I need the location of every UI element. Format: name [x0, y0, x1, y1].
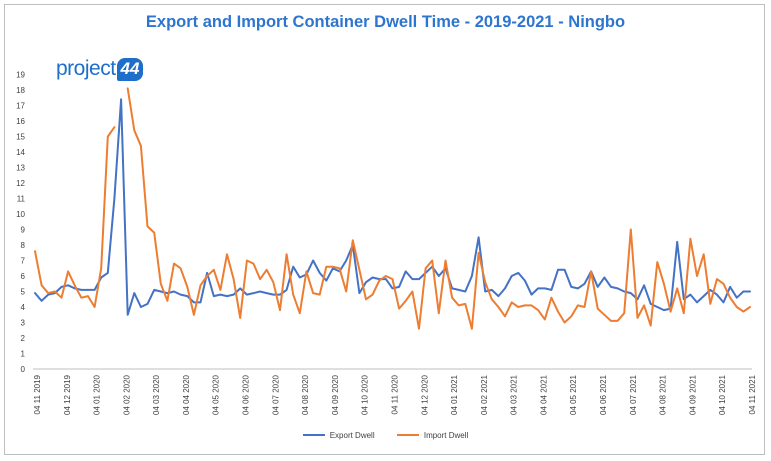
y-tick-label: 13 — [16, 164, 25, 173]
x-tick-label: 04 02 2020 — [122, 374, 131, 415]
y-tick-label: 4 — [21, 303, 26, 312]
y-tick-label: 2 — [21, 334, 26, 343]
x-tick-label: 04 10 2021 — [718, 374, 727, 415]
x-tick-label: 04 11 2020 — [390, 374, 399, 414]
series-line-import-dwell — [34, 87, 751, 330]
x-tick-label: 04 09 2021 — [688, 374, 697, 415]
x-tick-label: 04 07 2021 — [629, 374, 638, 415]
y-tick-label: 8 — [21, 241, 26, 250]
x-tick-label: 04 06 2020 — [242, 374, 251, 415]
y-tick-label: 15 — [16, 133, 25, 142]
legend-swatch-export — [302, 434, 325, 436]
y-tick-label: 18 — [16, 86, 25, 95]
x-tick-label: 04 01 2021 — [450, 374, 459, 415]
y-tick-label: 10 — [16, 210, 25, 219]
legend-item-import: Import Dwell — [396, 430, 469, 440]
project44-logo: project 44 — [56, 54, 144, 84]
y-tick-label: 9 — [21, 226, 26, 235]
x-tick-label: 04 10 2020 — [361, 374, 370, 415]
y-tick-label: 1 — [21, 350, 26, 359]
y-tick-label: 7 — [21, 257, 26, 266]
y-tick-label: 12 — [16, 179, 25, 188]
x-tick-label: 04 05 2021 — [569, 374, 578, 415]
x-tick-label: 04 03 2020 — [152, 374, 161, 415]
legend-label-export: Export Dwell — [329, 430, 375, 440]
logo-badge: 44 — [116, 57, 144, 81]
chart-title: Export and Import Container Dwell Time -… — [145, 13, 626, 31]
x-tick-label: 04 12 2019 — [63, 374, 72, 415]
x-tick-label: 04 04 2020 — [182, 374, 191, 415]
x-tick-label: 04 09 2020 — [331, 374, 340, 415]
x-tick-label: 04 03 2021 — [510, 374, 519, 415]
x-tick-label: 04 12 2020 — [420, 374, 429, 415]
series-line-export-dwell — [34, 98, 751, 316]
y-tick-label: 5 — [21, 288, 26, 297]
x-tick-label: 04 08 2021 — [659, 374, 668, 415]
y-tick-label: 14 — [16, 148, 25, 157]
x-tick-label: 04 04 2021 — [539, 374, 548, 415]
y-tick-label: 16 — [16, 117, 25, 126]
legend-swatch-import — [396, 434, 419, 436]
y-tick-label: 11 — [17, 195, 26, 204]
x-tick-label: 04 08 2020 — [301, 374, 310, 415]
x-tick-label: 04 05 2020 — [212, 374, 221, 415]
y-tick-label: 6 — [21, 272, 26, 281]
y-tick-label: 19 — [16, 71, 25, 80]
y-tick-label: 17 — [16, 102, 25, 111]
x-tick-label: 04 02 2021 — [480, 374, 489, 415]
legend-item-export: Export Dwell — [302, 430, 375, 440]
logo-text: project — [56, 57, 116, 80]
x-tick-label: 04 07 2020 — [271, 374, 280, 415]
chart-legend: Export Dwell Import Dwell — [0, 429, 771, 440]
y-tick-label: 3 — [21, 319, 26, 328]
x-tick-label: 04 06 2021 — [599, 374, 608, 415]
x-tick-label: 04 01 2020 — [93, 374, 102, 415]
x-tick-label: 04 11 2019 — [33, 374, 42, 414]
legend-label-import: Import Dwell — [423, 430, 469, 440]
x-tick-label: 04 11 2021 — [748, 374, 757, 414]
y-tick-label: 0 — [21, 365, 26, 374]
